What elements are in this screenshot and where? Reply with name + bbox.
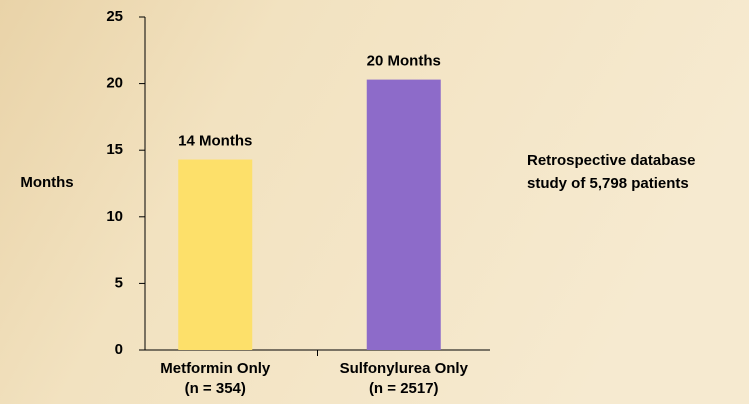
- bar: [178, 159, 253, 350]
- y-tick-label: 5: [115, 274, 123, 291]
- y-tick-label: 10: [106, 208, 123, 225]
- bar: [366, 79, 441, 350]
- y-axis-label: Months: [20, 174, 73, 191]
- value-label: 14 Months: [178, 132, 252, 149]
- y-tick-label: 15: [106, 141, 123, 158]
- x-tick-label: (n = 2517): [369, 380, 439, 397]
- x-tick-label: (n = 354): [185, 380, 246, 397]
- x-tick-label: Metformin Only: [160, 360, 271, 377]
- annotation: study of 5,798 patients: [527, 175, 689, 192]
- y-tick-label: 25: [106, 8, 123, 25]
- x-tick-label: Sulfonylurea Only: [340, 360, 469, 377]
- y-tick-label: 20: [106, 75, 123, 92]
- y-tick-label: 0: [115, 341, 123, 358]
- annotation: Retrospective database: [527, 152, 695, 169]
- value-label: 20 Months: [367, 53, 441, 70]
